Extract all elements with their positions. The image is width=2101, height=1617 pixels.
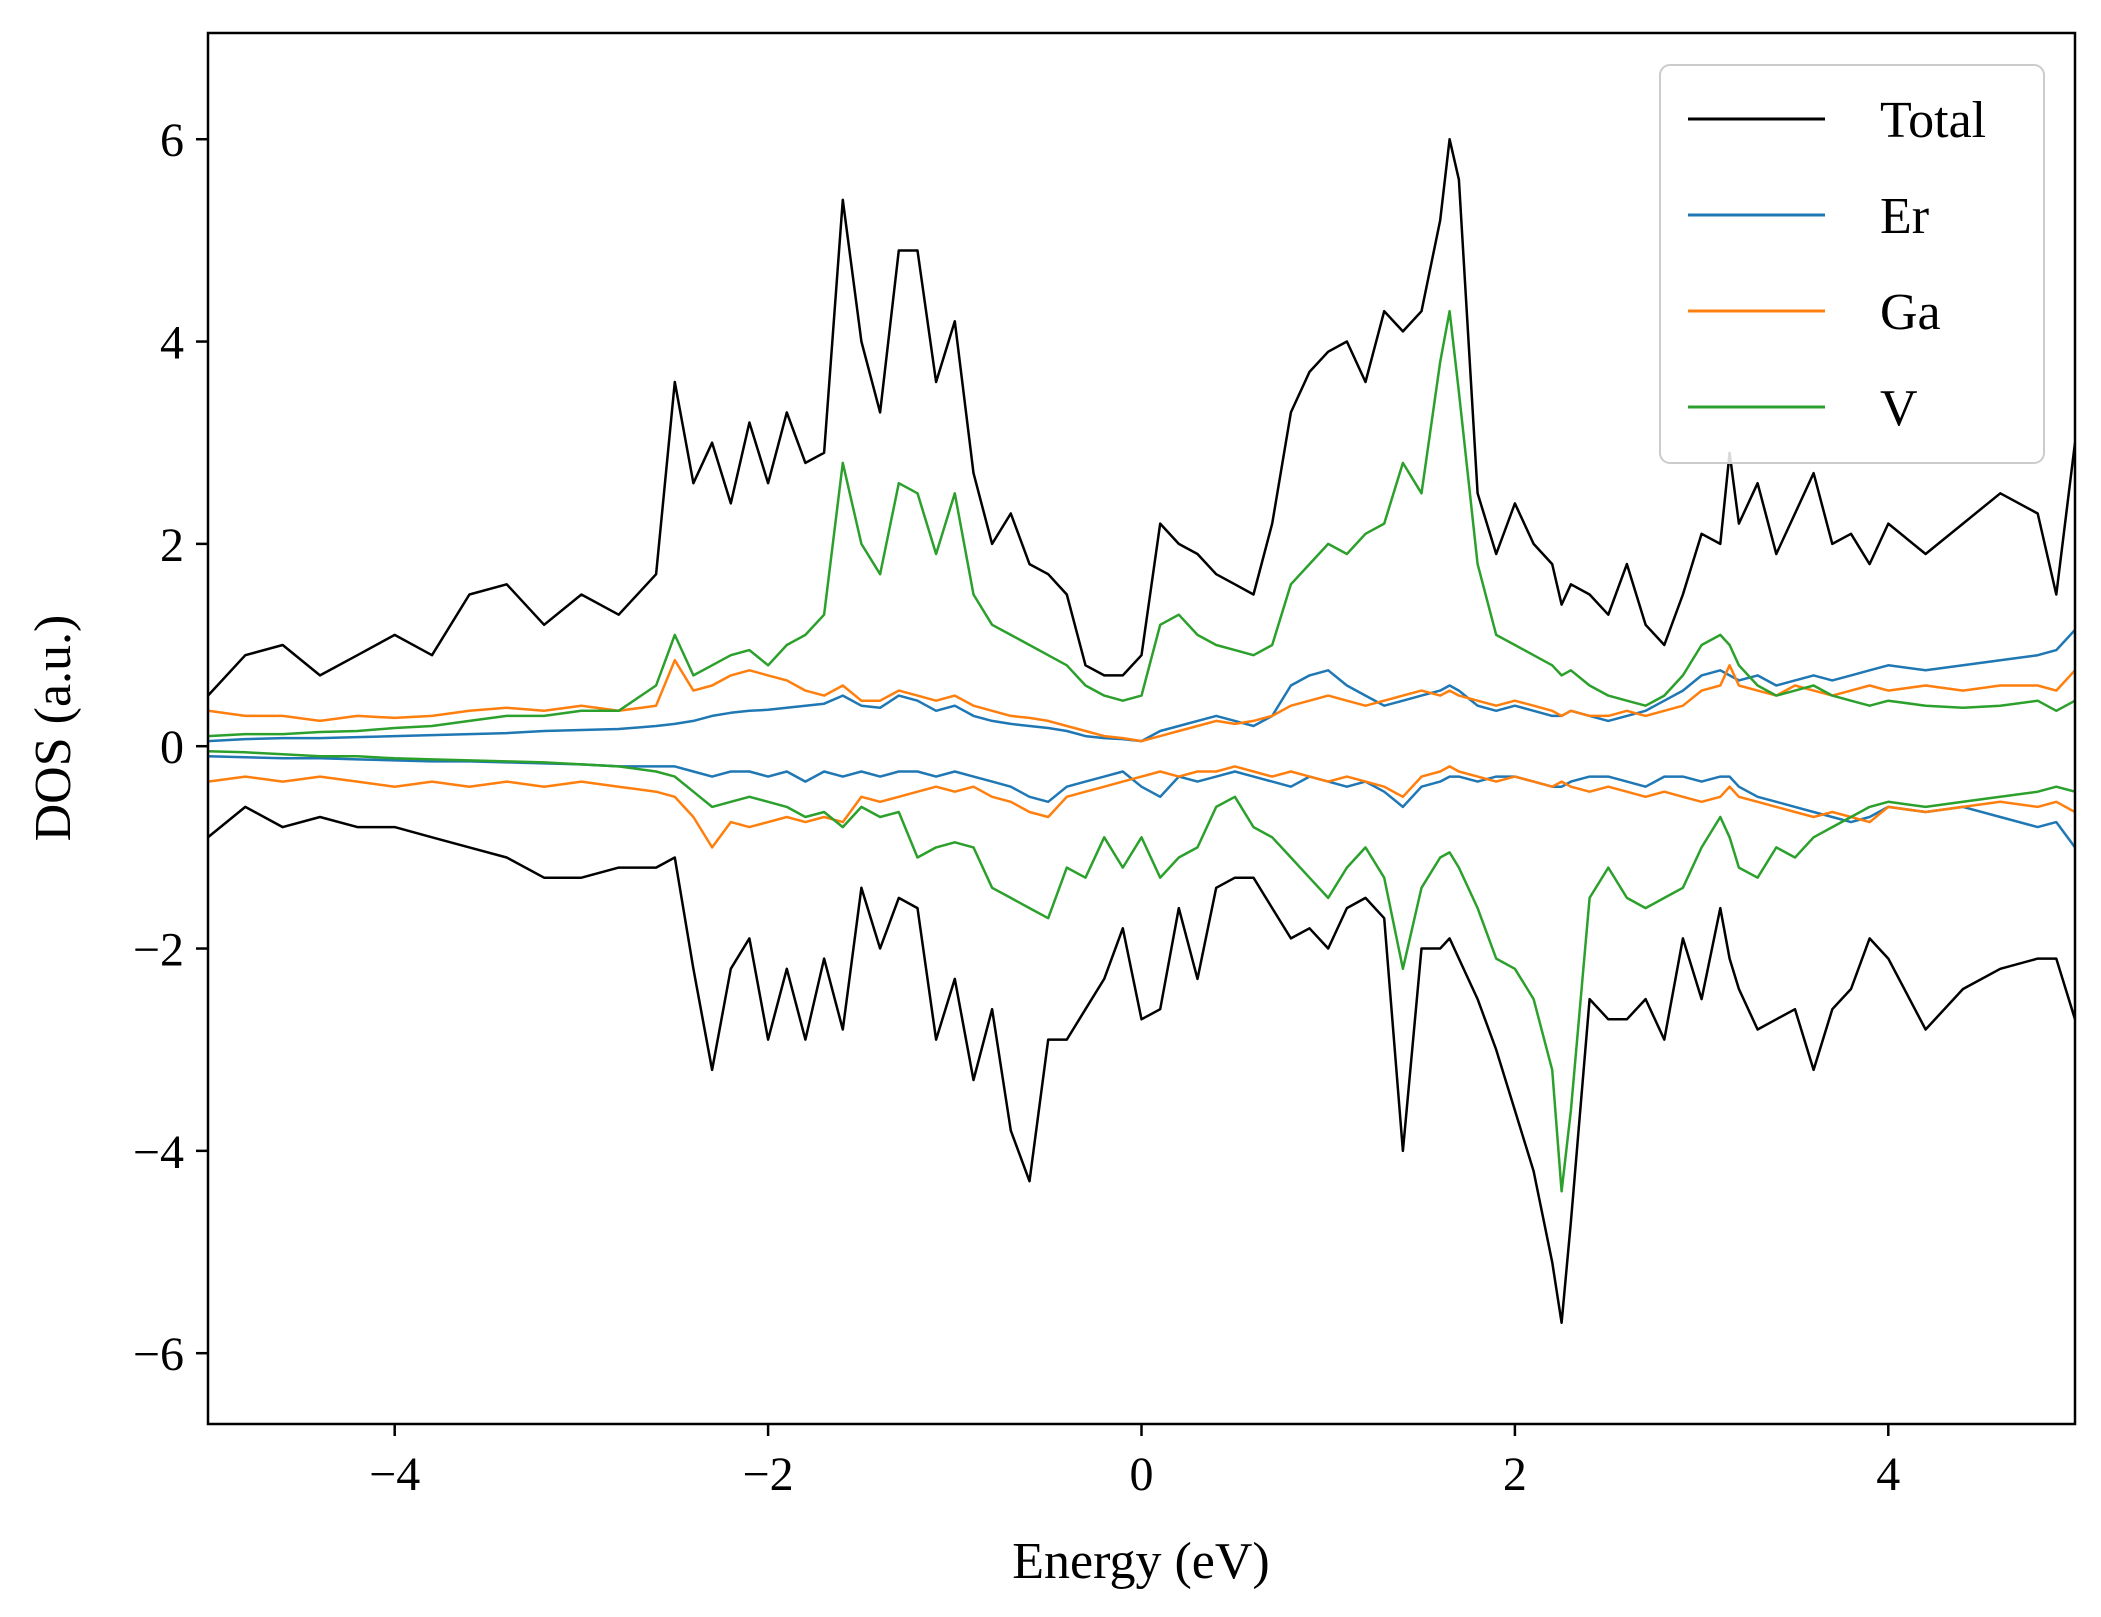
y-axis: −6 −4 −2 0 2 4 6	[133, 114, 208, 1381]
y-tick-label: 2	[160, 519, 184, 572]
legend-box	[1659, 64, 2045, 464]
y-tick-label: 4	[160, 317, 184, 370]
y-axis-label: DOS (a.u.)	[25, 615, 82, 842]
y-tick-label: 6	[160, 114, 184, 167]
series-layer	[208, 137, 2075, 1325]
legend-label-er: Er	[1880, 188, 1929, 245]
x-tick-label: −4	[369, 1448, 420, 1501]
series-ga-spin-down	[208, 765, 2075, 849]
series-ga-spin-up	[208, 658, 2075, 743]
series-total-spin-down	[208, 805, 2075, 1325]
x-tick-label: −2	[743, 1448, 794, 1501]
legend-label-v: V	[1880, 380, 1918, 437]
series-v-spin-up	[208, 309, 2075, 738]
y-tick-label: −2	[133, 924, 184, 977]
x-tick-label: 2	[1503, 1448, 1527, 1501]
series-er-spin-down	[208, 755, 2075, 849]
series-total-spin-up	[208, 137, 2075, 697]
x-axis: −4 −2 0 2 4	[369, 1424, 1900, 1501]
y-tick-label: −6	[133, 1328, 184, 1381]
legend: Total Er Ga V	[1659, 64, 2045, 464]
x-tick-label: 0	[1130, 1448, 1154, 1501]
x-axis-label: Energy (eV)	[1012, 1533, 1270, 1590]
y-tick-label: −4	[133, 1126, 184, 1179]
legend-label-ga: Ga	[1880, 284, 1941, 341]
legend-label-total: Total	[1880, 92, 1986, 149]
x-tick-label: 4	[1876, 1448, 1900, 1501]
series-v-spin-down	[208, 750, 2075, 1193]
y-tick-label: 0	[160, 721, 184, 774]
